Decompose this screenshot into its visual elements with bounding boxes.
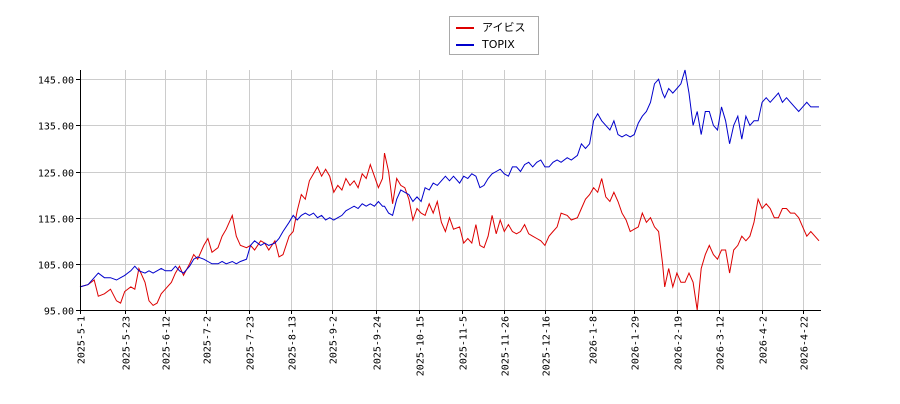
x-tick-label: 2026-2-19 — [674, 316, 685, 370]
x-tick-label: 2026-1-8 — [589, 316, 600, 364]
y-tick-label: 95.00 — [44, 307, 74, 318]
y-tick-label: 115.00 — [38, 215, 74, 226]
x-tick-label: 2025-7-23 — [246, 316, 257, 370]
legend-label-topix: TOPIX — [482, 38, 515, 51]
y-tick-label: 145.00 — [38, 76, 74, 87]
x-tick-label: 2026-1-29 — [631, 316, 642, 370]
x-tick-label: 2025-10-15 — [416, 316, 427, 376]
x-tick-label: 2025-12-16 — [542, 316, 553, 376]
plot-area — [80, 70, 821, 310]
x-tick-label: 2026-3-12 — [716, 316, 727, 370]
x-tick-label: 2025-6-12 — [162, 316, 173, 370]
y-tick-label: 105.00 — [38, 261, 74, 272]
x-tick-label: 2025-7-2 — [203, 316, 214, 364]
legend-label-aibis: アイビス — [482, 21, 526, 34]
x-tick-label: 2025-8-13 — [288, 316, 299, 370]
x-tick-label: 2025-11-5 — [459, 316, 470, 370]
x-tick-label: 2025-9-2 — [329, 316, 340, 364]
x-tick-label: 2026-4-2 — [759, 316, 770, 364]
x-tick-label: 2025-5-23 — [122, 316, 133, 370]
y-tick-label: 125.00 — [38, 169, 74, 180]
series-line-aibis — [79, 152, 820, 311]
series-line-topix — [79, 69, 819, 288]
legend-swatch-topix — [456, 44, 474, 46]
legend-entry-aibis: アイビス — [456, 20, 525, 36]
legend-swatch-aibis — [456, 27, 474, 29]
x-tick-label: 2025-5-1 — [77, 316, 88, 364]
y-tick-label: 135.00 — [38, 122, 74, 133]
legend-entry-topix: TOPIX — [456, 37, 515, 53]
x-tick-label: 2025-11-26 — [501, 316, 512, 376]
x-tick-label: 2025-9-24 — [373, 316, 384, 370]
x-tick-label: 2026-4-22 — [800, 316, 811, 370]
chart-legend: アイビス TOPIX — [449, 16, 539, 55]
